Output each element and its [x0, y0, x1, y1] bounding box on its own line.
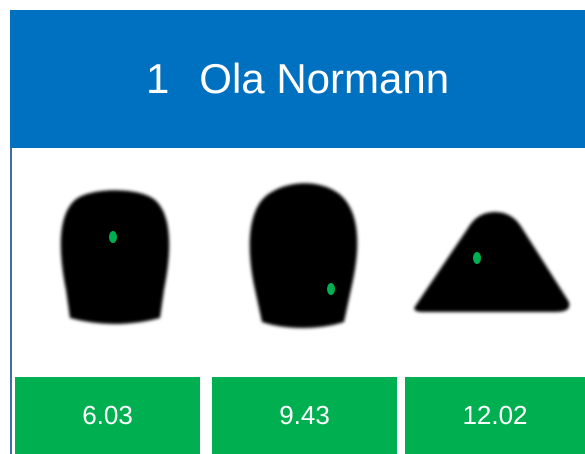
scorecard: 1 Ola Normann 6.03 9.43 12.02 — [0, 0, 585, 454]
score-box: 12.02 — [405, 377, 585, 454]
hit-marker — [327, 283, 335, 295]
score-box: 6.03 — [15, 377, 200, 454]
shape-dome — [250, 183, 358, 328]
shape-dome — [61, 190, 169, 324]
hit-marker — [473, 252, 481, 264]
hit-marker — [109, 231, 117, 243]
score-box: 9.43 — [212, 377, 397, 454]
shape-triangle — [414, 212, 569, 312]
